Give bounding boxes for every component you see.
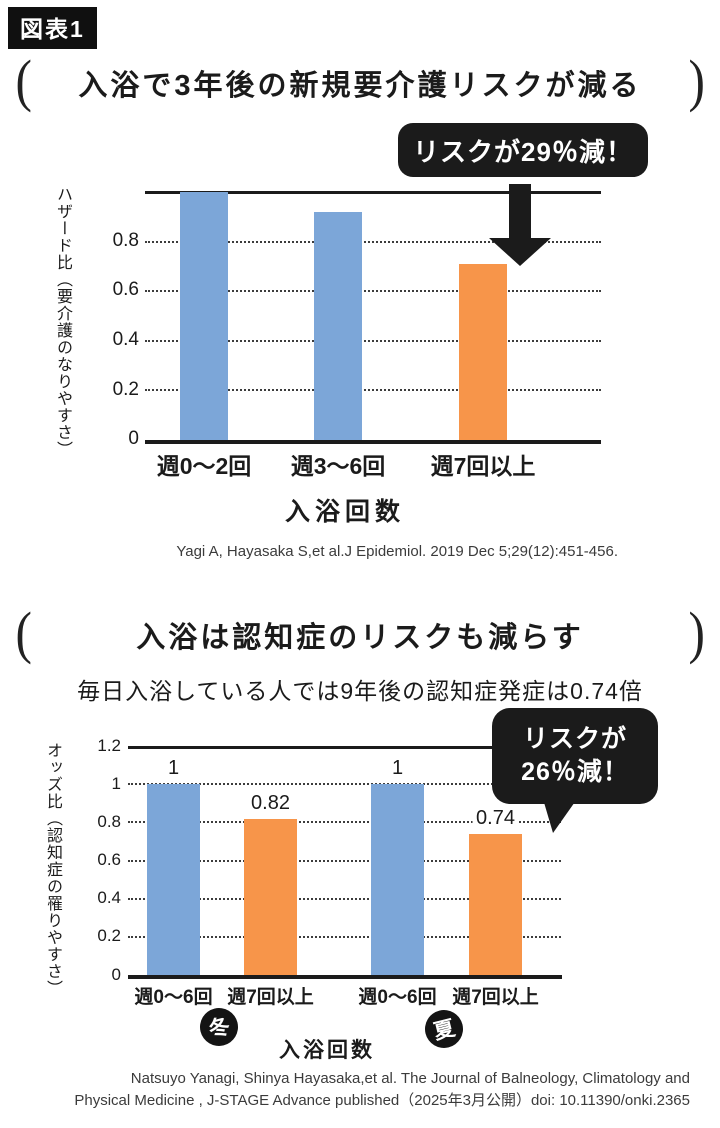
chart2-citation-line2: Physical Medicine , J-STAGE Advance publ…: [74, 1092, 690, 1109]
bar-value-label: 0.74: [472, 806, 519, 830]
chart1-title: 入浴で3年後の新規要介護リスクが減る: [78, 70, 642, 102]
bar-value-label: 1: [387, 757, 408, 781]
y-gridline: [128, 859, 561, 862]
y-gridline: [128, 783, 561, 786]
chart2-top-axis-line: [128, 746, 561, 749]
y-gridline: [145, 339, 601, 342]
chart1-top-axis-line: [145, 191, 601, 194]
y-gridline: [145, 290, 601, 293]
bar: [314, 211, 362, 440]
y-gridline: [128, 897, 561, 900]
bar: [469, 833, 522, 975]
x-category-label: 週7回以上: [430, 453, 536, 479]
chart2-citation-line1: Natsuyo Yanagi, Shinya Hayasaka,et al. T…: [130, 1070, 690, 1087]
chart1-y-axis-title: ハザード比（要介護のなりやすさ）: [54, 186, 71, 458]
chart1-citation: Yagi A, Hayasaka S,et al.J Epidemiol. 20…: [176, 543, 618, 560]
bar: [371, 784, 424, 975]
y-tick-label: 0.2: [97, 926, 121, 946]
y-gridline: [128, 935, 561, 938]
down-arrow-icon: [509, 184, 531, 238]
bar: [459, 263, 507, 440]
y-gridline: [145, 389, 601, 392]
y-tick-label: 0.4: [97, 888, 121, 908]
chart1-baseline: [145, 440, 601, 444]
x-category-label: 週0〜6回: [358, 987, 437, 1008]
y-gridline: [128, 821, 561, 824]
summer-badge: 夏: [420, 1005, 468, 1053]
bar: [180, 192, 228, 440]
figure-number-tag: 図表1: [8, 7, 97, 49]
y-tick-label: 0.4: [112, 329, 139, 350]
x-category-label: 週3〜6回: [290, 453, 386, 479]
y-tick-label: 0: [128, 428, 139, 450]
bar-value-label: 0.82: [247, 791, 294, 815]
title2-left-bracket: (: [15, 600, 32, 665]
chart2-baseline: [128, 975, 562, 979]
bar: [147, 784, 200, 975]
chart1-risk-callout: リスクが29％減！: [398, 123, 648, 177]
chart1-x-axis-title: 入浴回数: [284, 498, 405, 526]
y-tick-label: 1: [111, 773, 121, 793]
x-category-label: 週0〜6回: [134, 987, 213, 1008]
title2-right-bracket: ): [688, 600, 705, 665]
y-tick-label: 0.8: [97, 811, 121, 831]
chart2-subtitle: 毎日入浴している人では9年後の認知症発症は0.74倍: [77, 678, 643, 704]
y-tick-label: 0.6: [112, 279, 139, 301]
down-arrow-head-icon: [489, 238, 551, 266]
bar: [244, 818, 297, 975]
chart2-risk-callout: リスクが 26％減！: [492, 708, 658, 804]
y-tick-label: 0.8: [112, 229, 139, 251]
chart2-title: 入浴は認知症のリスクも減らす: [136, 622, 584, 654]
chart2-x-axis-title: 入浴回数: [279, 1039, 375, 1062]
speech-bubble-tail-icon: [543, 799, 577, 833]
x-category-label: 週0〜2回: [156, 453, 252, 479]
chart2-citation: Natsuyo Yanagi, Shinya Hayasaka,et al. T…: [30, 1068, 690, 1112]
chart2-y-axis-title: オッズ比（認知症の罹りやすさ）: [44, 742, 61, 997]
y-tick-label: 0.2: [112, 378, 139, 400]
y-tick-label: 0: [111, 964, 121, 984]
y-tick-label: 1.2: [97, 735, 121, 755]
callout-line-2: 26％減！: [521, 758, 629, 786]
y-tick-label: 0.6: [97, 850, 121, 869]
x-category-label: 週7回以上: [452, 987, 539, 1008]
title1-left-bracket: (: [15, 48, 32, 113]
x-category-label: 週7回以上: [227, 987, 314, 1008]
title1-right-bracket: ): [688, 48, 705, 113]
callout-line-1: リスクが: [522, 725, 627, 753]
y-gridline: [145, 240, 601, 243]
bar-value-label: 1: [163, 757, 184, 781]
